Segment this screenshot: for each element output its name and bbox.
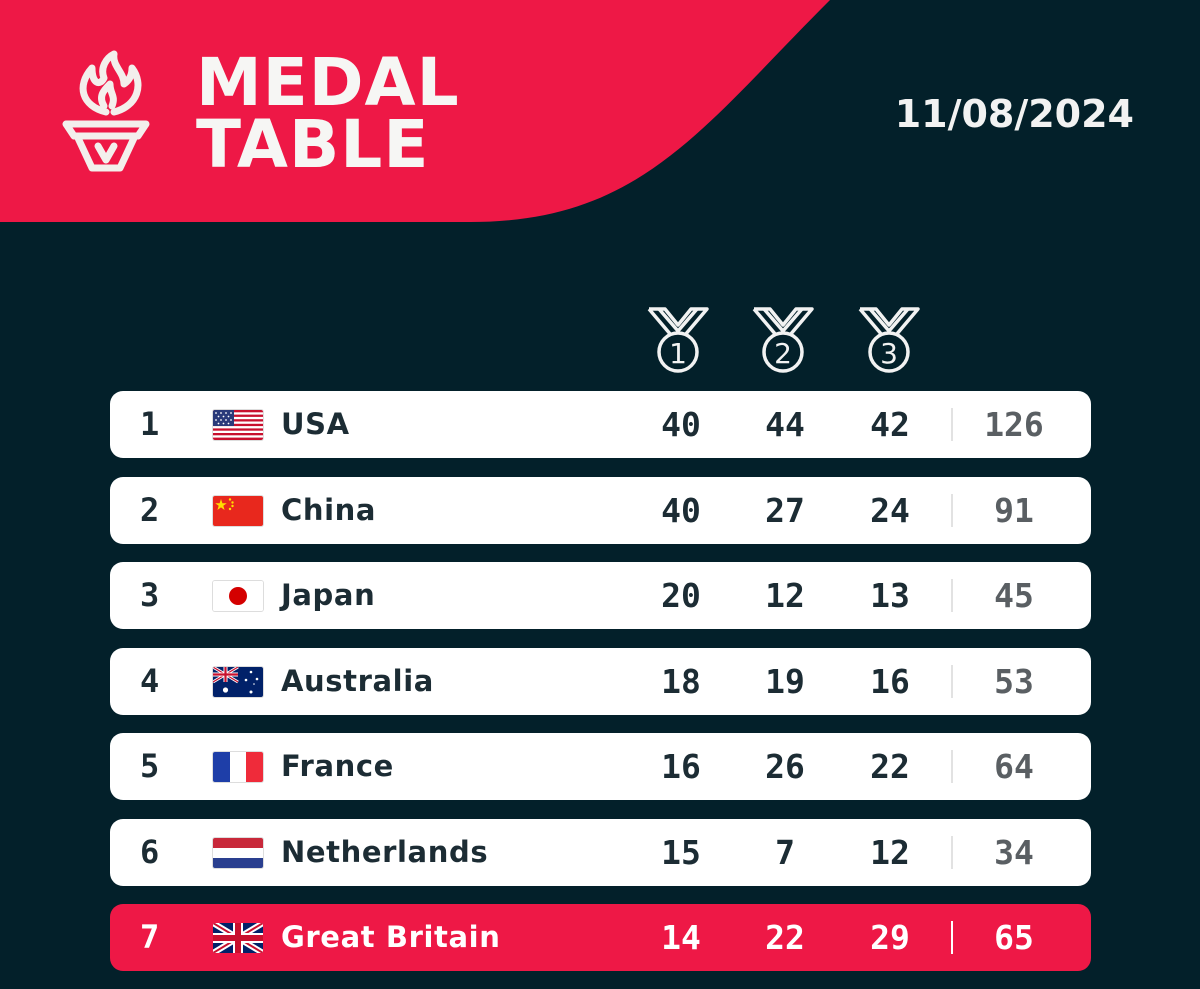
table-row-usa: 1 USA 40 44 42 126	[110, 391, 1091, 458]
france-flag-icon	[213, 752, 263, 782]
silver-count: 22	[765, 918, 805, 957]
bronze-count: 24	[870, 491, 910, 530]
date-label: 11/08/2024	[894, 92, 1134, 136]
table-row-netherlands: 6 Netherlands 15 7 12 34	[110, 819, 1091, 886]
rank: 1	[140, 405, 160, 443]
rank: 4	[140, 662, 160, 700]
gold-count: 15	[661, 833, 701, 872]
table-row-great-britain: 7 Great Britain 14 22 29 65	[110, 904, 1091, 971]
title-line-2: TABLE	[196, 106, 430, 183]
page-title: MEDAL TABLE	[196, 44, 460, 183]
total-count: 126	[984, 405, 1044, 444]
china-flag-icon	[213, 496, 263, 526]
header-banner	[0, 0, 830, 222]
silver-count: 44	[765, 405, 805, 444]
gold-count: 40	[661, 491, 701, 530]
great-britain-flag-icon	[213, 923, 263, 953]
country-name: Great Britain	[281, 920, 501, 954]
gold-count: 14	[661, 918, 701, 957]
bronze-count: 12	[870, 833, 910, 872]
rank: 2	[140, 491, 160, 529]
silver-count: 27	[765, 491, 805, 530]
australia-flag-icon	[213, 667, 263, 697]
total-count: 45	[994, 576, 1034, 615]
total-count: 34	[994, 833, 1034, 872]
bronze-count: 22	[870, 747, 910, 786]
table-row-china: 2 China 40 27 24 91	[110, 477, 1091, 544]
country-name: Japan	[281, 578, 376, 612]
rank: 3	[140, 576, 160, 614]
gold-count: 40	[661, 405, 701, 444]
bronze-count: 42	[870, 405, 910, 444]
usa-flag-icon	[213, 410, 263, 440]
total-count: 65	[994, 918, 1034, 957]
netherlands-flag-icon	[213, 838, 263, 868]
rank: 6	[140, 833, 160, 871]
bronze-count: 13	[870, 576, 910, 615]
total-count: 64	[994, 747, 1034, 786]
column-divider	[951, 494, 953, 527]
torch-icon	[62, 50, 150, 172]
medal-2-icon: 2	[752, 307, 814, 373]
rank: 5	[140, 747, 160, 785]
total-count: 91	[994, 491, 1034, 530]
total-count: 53	[994, 662, 1034, 701]
column-divider	[951, 921, 953, 954]
svg-text:3: 3	[880, 337, 898, 370]
japan-flag-icon	[213, 581, 263, 611]
silver-count: 19	[765, 662, 805, 701]
gold-count: 16	[661, 747, 701, 786]
column-divider	[951, 836, 953, 869]
bronze-count: 29	[870, 918, 910, 957]
medal-1-icon: 1	[647, 307, 709, 373]
table-row-japan: 3 Japan 20 12 13 45	[110, 562, 1091, 629]
medal-3-icon: 3	[858, 307, 920, 373]
column-divider	[951, 750, 953, 783]
gold-count: 18	[661, 662, 701, 701]
country-name: USA	[281, 407, 350, 441]
svg-text:2: 2	[774, 337, 792, 370]
svg-text:1: 1	[669, 337, 687, 370]
title-line-1: MEDAL	[196, 44, 460, 121]
country-name: France	[281, 749, 394, 783]
country-name: Australia	[281, 664, 434, 698]
column-divider	[951, 665, 953, 698]
silver-count: 26	[765, 747, 805, 786]
table-row-france: 5 France 16 26 22 64	[110, 733, 1091, 800]
column-divider	[951, 579, 953, 612]
bronze-count: 16	[870, 662, 910, 701]
country-name: Netherlands	[281, 835, 489, 869]
column-divider	[951, 408, 953, 441]
rank: 7	[140, 918, 160, 956]
silver-count: 12	[765, 576, 805, 615]
gold-count: 20	[661, 576, 701, 615]
silver-count: 7	[775, 833, 795, 872]
table-row-australia: 4 Australia 18 19 16 53	[110, 648, 1091, 715]
country-name: China	[281, 493, 377, 527]
